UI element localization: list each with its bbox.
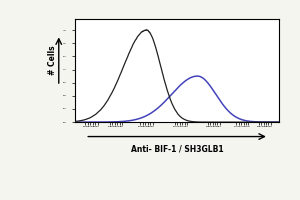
Text: # Cells: # Cells (48, 45, 57, 75)
Text: Anti- BIF-1 / SH3GLB1: Anti- BIF-1 / SH3GLB1 (131, 145, 224, 154)
